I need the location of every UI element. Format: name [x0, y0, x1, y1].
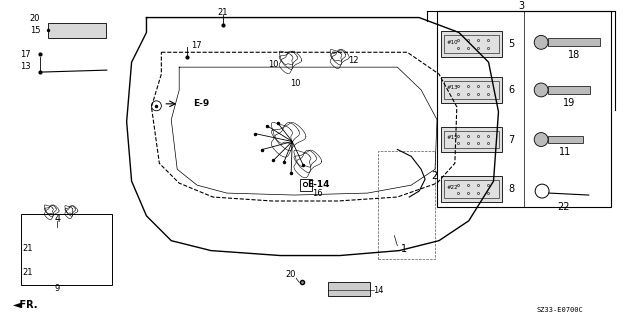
Circle shape — [534, 83, 548, 97]
Text: #15: #15 — [447, 135, 458, 140]
Text: 4: 4 — [54, 214, 60, 224]
Text: 3: 3 — [518, 1, 524, 11]
Bar — [441, 32, 502, 57]
Bar — [444, 35, 499, 53]
Text: ◄FR.: ◄FR. — [13, 300, 38, 310]
Text: 10: 10 — [290, 79, 300, 88]
Circle shape — [534, 133, 548, 146]
Text: 22: 22 — [557, 202, 570, 212]
Bar — [300, 179, 312, 191]
Bar — [548, 38, 600, 46]
Bar — [548, 136, 583, 144]
Bar — [441, 176, 502, 202]
Text: SZ33-E0700C: SZ33-E0700C — [536, 307, 583, 313]
Text: E-9: E-9 — [193, 99, 209, 108]
Bar — [48, 23, 106, 38]
Text: E-14: E-14 — [307, 180, 329, 189]
Text: 7: 7 — [508, 135, 515, 145]
Bar — [437, 11, 611, 207]
Text: 15: 15 — [30, 26, 40, 35]
Text: 17: 17 — [20, 50, 31, 59]
Text: 5: 5 — [508, 39, 515, 49]
Text: 1: 1 — [401, 244, 408, 254]
Text: 14: 14 — [374, 286, 384, 295]
Circle shape — [534, 35, 548, 49]
Bar — [20, 214, 112, 285]
Text: 6: 6 — [508, 85, 515, 95]
Text: 8: 8 — [508, 184, 515, 194]
Text: 21: 21 — [22, 268, 33, 277]
Text: 20: 20 — [285, 270, 296, 279]
Text: #13: #13 — [447, 85, 458, 91]
Text: 11: 11 — [559, 147, 571, 157]
Text: #10: #10 — [447, 40, 458, 45]
Text: 2: 2 — [431, 171, 437, 181]
Text: 21: 21 — [22, 244, 33, 253]
Bar — [328, 282, 369, 296]
Bar — [378, 152, 435, 258]
Text: 21: 21 — [218, 8, 228, 17]
Text: 19: 19 — [563, 98, 575, 108]
Text: 12: 12 — [348, 56, 358, 65]
Bar — [441, 77, 502, 103]
Bar — [444, 130, 499, 148]
Text: #22: #22 — [447, 185, 458, 189]
Text: 20: 20 — [30, 14, 40, 23]
Bar — [444, 180, 499, 198]
Text: 13: 13 — [20, 62, 31, 70]
Text: 18: 18 — [568, 50, 580, 60]
Text: 9: 9 — [54, 284, 60, 293]
Bar — [441, 127, 502, 152]
Bar — [548, 86, 589, 94]
Text: 17: 17 — [191, 41, 202, 50]
Text: 10: 10 — [268, 60, 278, 69]
Text: 16: 16 — [312, 189, 323, 197]
Bar — [444, 81, 499, 99]
